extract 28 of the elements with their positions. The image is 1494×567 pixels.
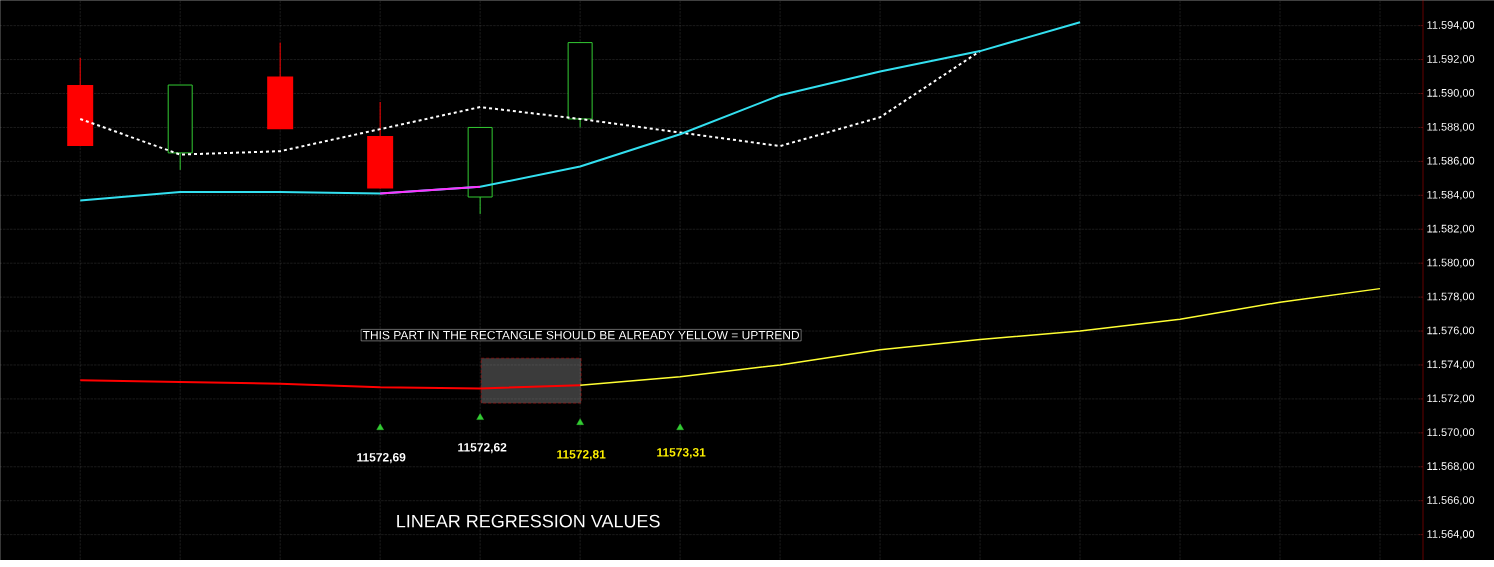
y-tick-label: 11.592,00 <box>1427 55 1475 65</box>
y-tick-label: 11.572,00 <box>1427 394 1475 404</box>
y-tick-label: 11.584,00 <box>1427 190 1475 200</box>
annotation: 11572,81 <box>557 450 606 461</box>
line-series <box>79 21 1082 202</box>
y-tick-label: 11.566,00 <box>1427 496 1475 506</box>
y-tick-label: 11.582,00 <box>1427 224 1475 234</box>
y-tick-label: 11.570,00 <box>1427 428 1475 438</box>
point <box>576 418 584 425</box>
point <box>676 423 684 430</box>
y-tick-label: 11.594,00 <box>1427 21 1475 31</box>
annotation: 11573,31 <box>657 448 706 459</box>
y-tick-label: 11.574,00 <box>1427 360 1475 370</box>
point <box>376 423 384 430</box>
y-tick-label: 11.588,00 <box>1427 122 1475 133</box>
point <box>476 413 484 420</box>
annotation: THIS PART IN THE RECTANGLE SHOULD BE ALREADY YELLOW = UPTREND <box>362 330 800 340</box>
y-tick-label: 11.576,00 <box>1427 326 1475 336</box>
y-tick-label: 11.586,00 <box>1427 156 1475 166</box>
annotation: 11572,62 <box>458 443 507 454</box>
line-series <box>79 50 982 156</box>
y-tick-label: 11.578,00 <box>1427 292 1475 302</box>
y-tick-label: 11.580,00 <box>1427 258 1475 268</box>
annotation: LINEAR REGRESSION VALUES <box>397 514 660 528</box>
annotation: 11572,69 <box>357 453 406 464</box>
y-tick-label: 11.564,00 <box>1427 530 1475 540</box>
y-tick-label: 11.568,00 <box>1427 462 1475 472</box>
y-tick-label: 11.590,00 <box>1427 88 1475 99</box>
